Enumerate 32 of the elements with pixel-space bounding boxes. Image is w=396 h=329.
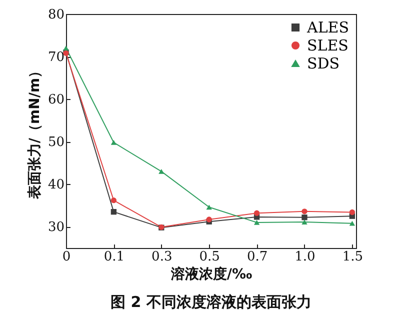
y-tick-label: 50 xyxy=(48,135,64,150)
y-axis-title: 表面张力/（mN/m） xyxy=(26,64,43,200)
point xyxy=(158,168,164,174)
point xyxy=(206,204,212,210)
point xyxy=(110,140,117,145)
legend-label: SLES xyxy=(307,36,348,54)
point xyxy=(254,220,260,225)
x-tick-label: 0.1 xyxy=(104,250,125,264)
point xyxy=(254,210,260,216)
point xyxy=(110,198,117,204)
x-tick-label: 0 xyxy=(62,250,71,264)
point xyxy=(302,208,308,214)
point xyxy=(302,220,308,224)
point xyxy=(349,209,356,216)
legend-label: SDS xyxy=(307,54,340,72)
point xyxy=(349,220,356,226)
y-tick-label: 40 xyxy=(48,178,64,193)
point xyxy=(110,209,117,215)
x-axis-title: 溶液浓度/‰ xyxy=(170,266,252,282)
y-tick-label: 60 xyxy=(48,92,64,108)
x-tick-label: 0.7 xyxy=(246,250,268,264)
y-tick-label: 70 xyxy=(48,50,64,66)
y-tick-label: 30 xyxy=(48,220,64,236)
text: 图 2 不同浓度溶液的表面张力 xyxy=(110,293,312,311)
x-tick-label: 1.5 xyxy=(342,250,364,264)
point xyxy=(302,214,308,220)
x-tick-label: 0.3 xyxy=(152,250,172,264)
y-tick-label: 80 xyxy=(48,8,64,22)
legend-label: ALES xyxy=(306,18,350,36)
x-tick-label: 0.5 xyxy=(199,250,220,264)
x-tick-label: 1.0 xyxy=(294,250,316,264)
point xyxy=(63,46,69,50)
